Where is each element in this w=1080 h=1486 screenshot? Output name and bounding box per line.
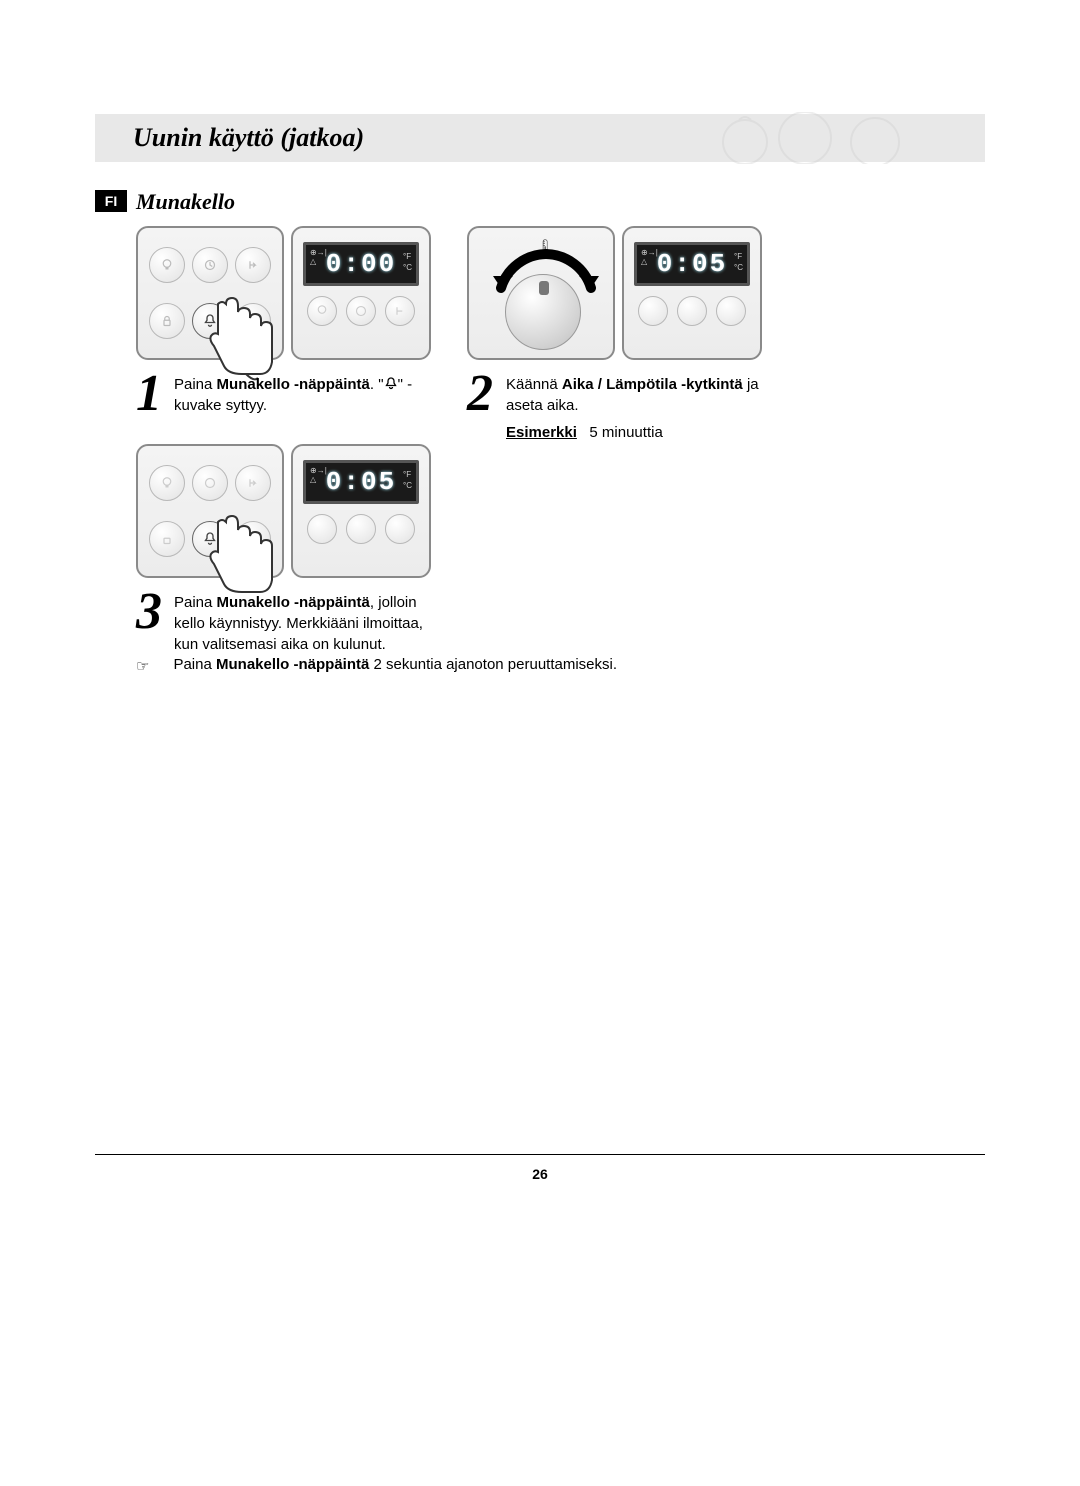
display-right-indicators: °F°C bbox=[403, 251, 412, 273]
display-panel-step3: ⊕→|△ 0:05 °F°C bbox=[291, 444, 431, 578]
end-icon-button bbox=[716, 296, 746, 326]
display-left-indicators: ⊕→|△ bbox=[310, 467, 327, 485]
duration-icon-button bbox=[235, 303, 271, 339]
step1-text: Paina Munakello -näppäintä. "" -kuvake s… bbox=[174, 374, 434, 416]
button-panel-step1 bbox=[136, 226, 284, 360]
bold-text: Aika / Lämpötila -kytkintä bbox=[562, 376, 743, 393]
text: Paina bbox=[173, 656, 216, 673]
display-panel-step1: ⊕→|△ 0:00 °F°C bbox=[291, 226, 431, 360]
note-bullet-icon: ☞ bbox=[136, 657, 149, 675]
clock-icon-button bbox=[192, 247, 228, 283]
display-value: 0:05 bbox=[657, 249, 727, 279]
end-icon-button bbox=[385, 514, 415, 544]
section-title: Munakello bbox=[136, 189, 235, 215]
bell-icon bbox=[384, 377, 398, 391]
step-number-1: 1 bbox=[136, 364, 162, 423]
display-value: 0:05 bbox=[326, 467, 396, 497]
clock-icon-button bbox=[677, 296, 707, 326]
lamp-icon-button bbox=[149, 465, 185, 501]
page-number: 26 bbox=[0, 1166, 1080, 1182]
duration-icon-button bbox=[235, 521, 271, 557]
step-number-2: 2 bbox=[467, 364, 493, 423]
lock-icon-button bbox=[149, 521, 185, 557]
display-value: 0:00 bbox=[326, 249, 396, 279]
text: . " bbox=[370, 376, 384, 393]
lamp-icon-button bbox=[638, 296, 668, 326]
example-value: 5 minuuttia bbox=[589, 424, 662, 441]
step2-text: Käännä Aika / Lämpötila -kytkintä ja ase… bbox=[506, 374, 796, 443]
page-banner: Uunin käyttö (jatkoa) bbox=[95, 114, 985, 162]
clock-icon-button bbox=[192, 465, 228, 501]
text: 2 sekuntia ajanoton peruuttamiseksi. bbox=[369, 656, 617, 673]
lamp-icon-button bbox=[149, 247, 185, 283]
end-icon-button bbox=[235, 465, 271, 501]
bold-text: Munakello -näppäintä bbox=[216, 656, 369, 673]
bell-icon-button bbox=[192, 303, 228, 339]
dial-panel-step2: 🌡 bbox=[467, 226, 615, 360]
display-right-indicators: °F°C bbox=[734, 251, 743, 273]
text: Paina bbox=[174, 594, 217, 611]
example-label: Esimerkki bbox=[506, 424, 577, 441]
clock-icon-button bbox=[346, 514, 376, 544]
note-row: ☞ Paina Munakello -näppäintä 2 sekuntia … bbox=[136, 656, 617, 674]
step3-text: Paina Munakello -näppäintä, jolloin kell… bbox=[174, 592, 444, 655]
end-icon-button bbox=[235, 247, 271, 283]
step-number-3: 3 bbox=[136, 582, 162, 641]
bold-text: Munakello -näppäintä bbox=[217, 594, 370, 611]
button-panel-step3 bbox=[136, 444, 284, 578]
display-left-indicators: ⊕→|△ bbox=[310, 249, 327, 267]
bold-text: Munakello -näppäintä bbox=[217, 376, 370, 393]
note-text: Paina Munakello -näppäintä 2 sekuntia aj… bbox=[173, 656, 617, 674]
banner-decor bbox=[695, 112, 955, 164]
text: Paina bbox=[174, 376, 217, 393]
display-panel-step2: ⊕→|△ 0:05 °F°C bbox=[622, 226, 762, 360]
bell-icon-button bbox=[192, 521, 228, 557]
digital-display: ⊕→|△ 0:00 °F°C bbox=[303, 242, 419, 286]
lamp-icon-button bbox=[307, 514, 337, 544]
display-right-indicators: °F°C bbox=[403, 469, 412, 491]
display-left-indicators: ⊕→|△ bbox=[641, 249, 658, 267]
language-badge: FI bbox=[95, 190, 127, 212]
clock-icon-button bbox=[346, 296, 376, 326]
time-temp-dial[interactable] bbox=[505, 274, 581, 350]
lock-icon-button bbox=[149, 303, 185, 339]
banner-title: Uunin käyttö (jatkoa) bbox=[133, 123, 364, 153]
digital-display: ⊕→|△ 0:05 °F°C bbox=[303, 460, 419, 504]
footer-rule bbox=[95, 1154, 985, 1155]
lamp-icon-button bbox=[307, 296, 337, 326]
end-icon-button bbox=[385, 296, 415, 326]
digital-display: ⊕→|△ 0:05 °F°C bbox=[634, 242, 750, 286]
text: Käännä bbox=[506, 376, 562, 393]
